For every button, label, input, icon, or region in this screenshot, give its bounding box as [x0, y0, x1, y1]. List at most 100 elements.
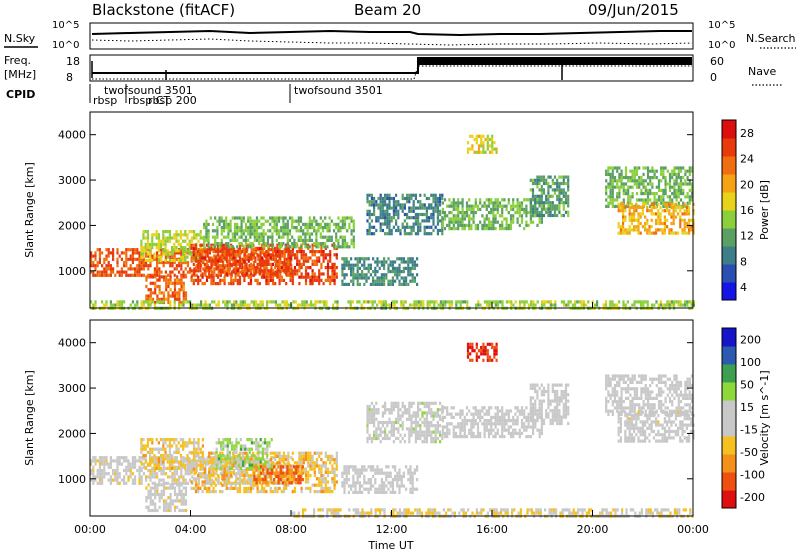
heatmap-cell-0-6 [439, 212, 442, 217]
heatmap-cell-0-2 [178, 294, 181, 298]
heatmap-cell-0-4 [335, 232, 338, 236]
heatmap-cell-0-6 [379, 209, 382, 213]
heatmap-cell-1-3 [241, 470, 244, 474]
heatmap-cell-0-12 [312, 303, 315, 307]
heatmap-cell-0-3 [236, 259, 239, 263]
heatmap-cell-0-10 [607, 182, 610, 186]
heatmap-cell-0-12 [131, 300, 134, 304]
heatmap-cell-0-4 [240, 242, 243, 246]
heatmap-cell-0-11 [637, 231, 640, 235]
heatmap-cell-0-0 [125, 264, 128, 268]
heatmap-cell-0-12 [255, 303, 258, 307]
heatmap-cell-0-0 [283, 254, 286, 258]
heatmap-cell-0-3 [300, 272, 303, 276]
heatmap-cell-0-10 [646, 195, 650, 199]
heatmap-cell-0-6 [373, 200, 376, 204]
heatmap-cell-0-11 [688, 209, 691, 213]
heatmap-cell-0-6 [401, 206, 404, 210]
heatmap-cell-0-7 [518, 211, 521, 215]
heatmap-cell-1-0 [162, 472, 165, 476]
heatmap-cell-0-0 [140, 273, 143, 277]
heatmap-cell-0-3 [320, 243, 323, 247]
heatmap-cell-0-3 [311, 246, 314, 250]
heatmap-cell-0-6 [373, 232, 376, 236]
heatmap-cell-1-3 [203, 461, 206, 465]
heatmap-cell-1-3 [232, 464, 235, 468]
heatmap-cell-1-0 [156, 475, 159, 479]
heatmap-cell-1-2 [173, 489, 177, 493]
heatmap-cell-0-10 [616, 185, 619, 189]
heatmap-cell-0-0 [90, 260, 93, 265]
heatmap-cell-0-11 [622, 202, 625, 206]
heatmap-cell-0-1 [186, 255, 189, 259]
heatmap-cell-1-1 [177, 460, 180, 464]
nave-trace [92, 65, 692, 80]
heatmap-cell-1-0 [164, 472, 167, 476]
heatmap-cell-1-1 [199, 463, 202, 467]
heatmap-cell-1-3 [197, 451, 200, 455]
heatmap-cell-0-1 [162, 249, 165, 253]
heatmap-cell-0-6 [375, 216, 378, 220]
heatmap-cell-0-7 [457, 198, 460, 202]
heatmap-cell-0-4 [321, 229, 325, 233]
heatmap-cell-0-11 [674, 205, 677, 210]
heatmap-cell-0-7 [472, 220, 475, 224]
heatmap-cell-0-3 [333, 266, 336, 270]
heatmap-cell-0-3 [333, 272, 336, 276]
heatmap-cell-0-0 [206, 248, 209, 252]
heatmap-cell-0-3 [225, 243, 228, 247]
heatmap-cell-0-7 [520, 201, 524, 205]
heatmap-cell-0-3 [256, 246, 259, 250]
heatmap-cell-0-1 [151, 236, 154, 240]
heatmap-cell-0-12 [310, 300, 313, 304]
heatmap-cell-0-9 [547, 181, 550, 186]
heatmap-cell-0-6 [388, 216, 391, 220]
heatmap-cell-0-4 [319, 216, 322, 220]
heatmap-cell-1-1 [179, 460, 182, 464]
heatmap-cell-0-10 [655, 176, 658, 180]
heatmap-cell-1-2 [173, 508, 177, 513]
heatmap-cell-0-2 [165, 275, 168, 279]
heatmap-cell-0-11 [650, 225, 653, 229]
heatmap-cell-0-6 [395, 209, 398, 213]
heatmap-cell-0-3 [274, 266, 277, 270]
heatmap-cell-0-10 [682, 192, 685, 196]
heatmap-cell-0-3 [296, 259, 299, 263]
heatmap-cell-1-3 [192, 467, 195, 471]
heatmap-cell-0-4 [227, 226, 230, 230]
heatmap-cell-1-1 [162, 438, 165, 442]
heatmap-cell-0-3 [289, 253, 292, 257]
heatmap-cell-0-9 [560, 175, 563, 179]
heatmap-cell-0-9 [529, 178, 532, 182]
heatmap-cell-1-3 [247, 458, 250, 462]
heatmap-cell-0-12 [281, 300, 284, 304]
heatmap-cell-1-1 [168, 463, 171, 467]
heatmap-cell-1-1 [157, 447, 160, 451]
heatmap-cell-0-7 [540, 204, 543, 208]
heatmap-cell-1-1 [193, 447, 196, 451]
heatmap-cell-1-3 [214, 490, 217, 494]
heatmap-cell-1-0 [136, 459, 139, 463]
heatmap-cell-0-10 [605, 169, 608, 173]
heatmap-cell-0-9 [529, 188, 532, 192]
heatmap-cell-0-9 [564, 201, 568, 205]
heatmap-cell-0-0 [145, 254, 148, 258]
heatmap-cell-0-6 [379, 216, 382, 220]
heatmap-cell-0-0 [272, 248, 275, 252]
heatmap-cell-0-3 [238, 256, 242, 260]
heatmap-cell-0-6 [434, 203, 437, 207]
heatmap-cell-0-0 [285, 257, 288, 261]
heatmap-cell-0-4 [291, 222, 294, 226]
heatmap-cell-0-5 [409, 279, 412, 283]
heatmap-cell-0-5 [416, 273, 419, 277]
heatmap-cell-1-3 [216, 480, 220, 484]
heatmap-cell-0-5 [407, 263, 410, 267]
heatmap-cell-0-10 [677, 185, 680, 189]
heatmap-cell-0-3 [335, 272, 338, 276]
heatmap-cell-0-9 [562, 204, 565, 208]
heatmap-cell-0-7 [525, 223, 528, 227]
heatmap-cell-0-3 [296, 256, 299, 260]
heatmap-cell-1-2 [162, 508, 166, 513]
heatmap-cell-0-8 [493, 147, 496, 151]
heatmap-cell-0-8 [495, 150, 498, 154]
